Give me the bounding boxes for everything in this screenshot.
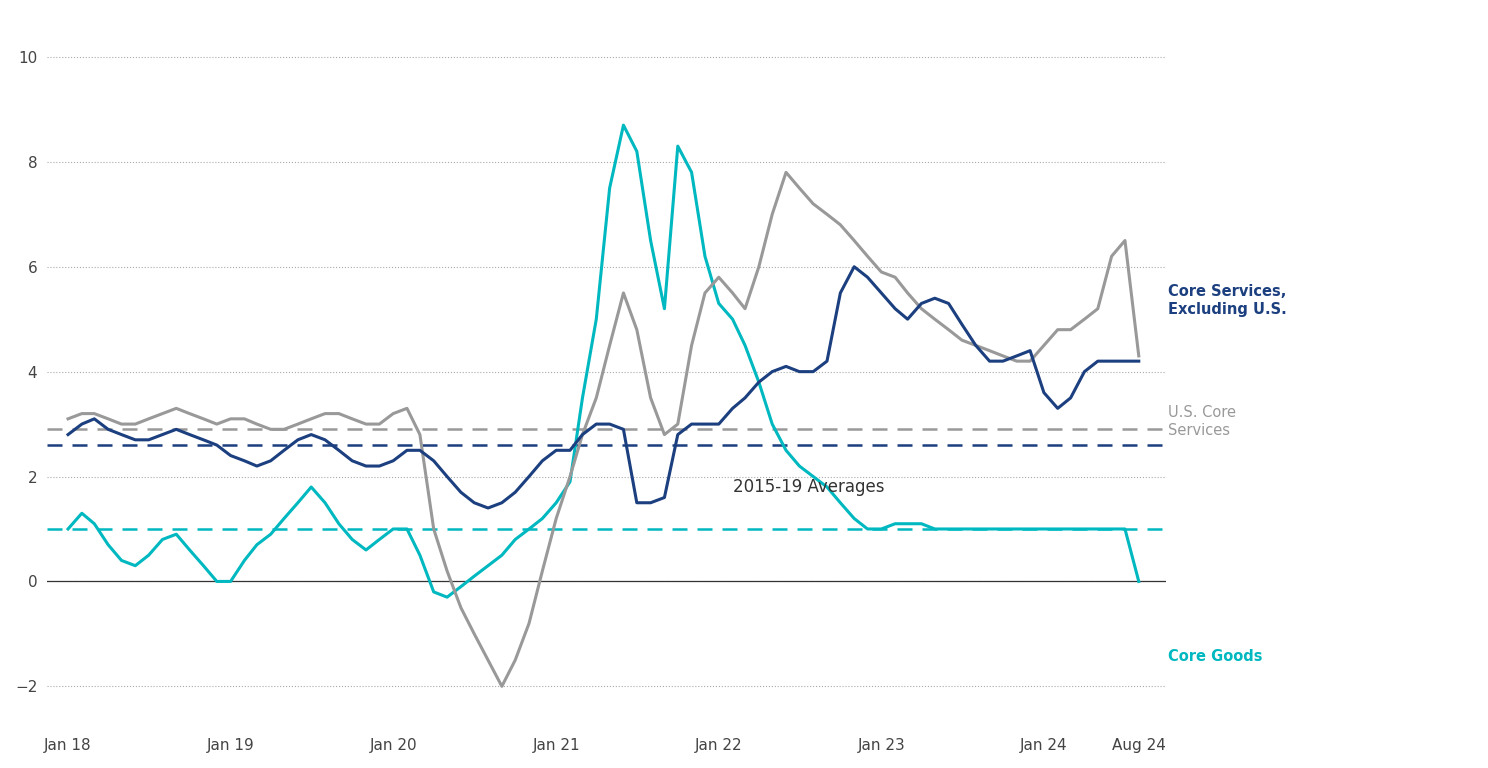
Text: Core Services,
Excluding U.S.: Core Services, Excluding U.S. [1168, 284, 1287, 316]
Text: 2015-19 Averages: 2015-19 Averages [732, 478, 884, 496]
Text: U.S. Core
Services: U.S. Core Services [1168, 406, 1237, 438]
Text: Core Goods: Core Goods [1168, 650, 1263, 664]
